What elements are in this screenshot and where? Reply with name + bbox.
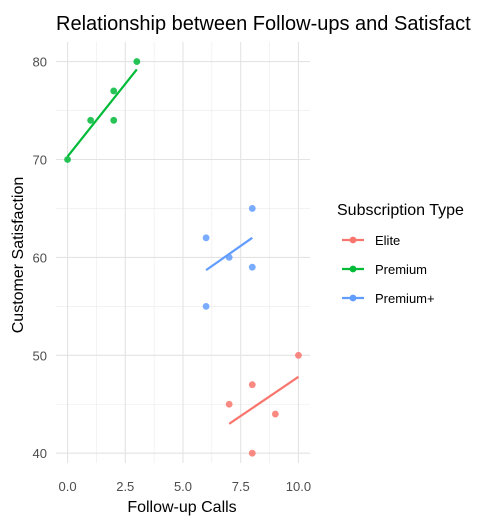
legend-point-elite — [349, 236, 357, 244]
fit-line-premium-plus — [205, 236, 253, 272]
y-axis-title: Customer Satisfaction — [10, 177, 27, 334]
point-premium — [110, 87, 118, 95]
point-premium-plus — [202, 234, 210, 242]
y-tick-label: 40 — [33, 446, 47, 461]
x-tick-label: 2.5 — [116, 479, 134, 494]
point-elite — [295, 351, 302, 359]
x-axis-title: Follow-up Calls — [127, 499, 236, 516]
legend-title: Subscription Type — [337, 202, 464, 219]
legend: Subscription Type Elite Premium Premium+ — [337, 202, 464, 306]
point-elite — [225, 400, 233, 408]
x-tick-label: 5.0 — [174, 479, 192, 494]
grid — [56, 42, 310, 463]
point-premium-plus — [248, 263, 256, 271]
point-elite — [248, 449, 256, 457]
x-tick-labels: 0.0 2.5 5.0 7.5 10.0 — [59, 479, 312, 494]
fit-lines — [66, 68, 300, 425]
y-tick-labels: 40 50 60 70 80 — [33, 55, 47, 462]
point-premium — [64, 156, 71, 163]
x-tick-label: 0.0 — [59, 479, 77, 494]
point-premium-plus — [248, 205, 256, 212]
legend-key-elite — [342, 236, 364, 244]
point-premium — [110, 116, 118, 124]
legend-point-premium — [349, 265, 357, 273]
legend-label-premium: Premium — [375, 262, 427, 277]
legend-point-premium-plus — [349, 294, 357, 302]
point-premium — [133, 58, 141, 65]
y-tick-label: 50 — [33, 348, 47, 363]
y-tick-label: 70 — [33, 152, 47, 167]
legend-label-premium-plus: Premium+ — [375, 291, 435, 306]
legend-label-elite: Elite — [375, 233, 400, 248]
point-elite — [271, 410, 279, 418]
data-points — [64, 58, 302, 457]
point-elite — [248, 381, 256, 389]
y-tick-label: 80 — [33, 55, 47, 70]
chart-title: Relationship between Follow-ups and Sati… — [56, 13, 471, 35]
fit-line-elite — [228, 375, 300, 425]
x-tick-label: 10.0 — [286, 479, 311, 494]
fit-line-premium — [66, 68, 138, 158]
legend-key-premium — [342, 265, 364, 273]
y-tick-label: 60 — [33, 250, 47, 265]
point-premium-plus — [202, 302, 210, 310]
point-premium — [87, 116, 95, 124]
point-premium-plus — [225, 253, 233, 261]
legend-key-premium-plus — [342, 294, 364, 302]
x-tick-label: 7.5 — [232, 479, 250, 494]
